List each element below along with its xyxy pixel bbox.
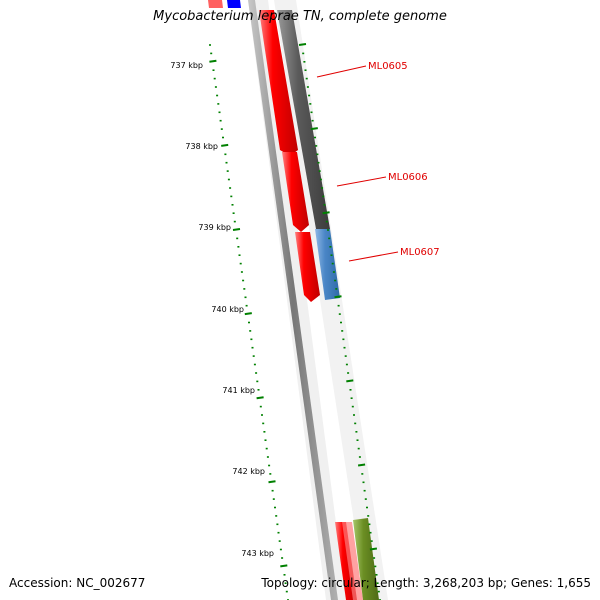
scale-tick-label: 740 kbp	[211, 305, 244, 314]
scale-tick-major	[209, 59, 217, 63]
gene-gray-ml0605-ml0606	[277, 10, 330, 229]
callout-ml0605	[316, 65, 367, 78]
right-scale-ticks	[298, 43, 381, 600]
scale-tick-major	[310, 127, 318, 131]
left-scale-ticks	[209, 44, 289, 600]
scale-tick-major	[280, 564, 288, 568]
scale-tick-major	[256, 396, 264, 400]
scale-tick-label: 741 kbp	[222, 386, 255, 395]
gene-blue-ml0607	[315, 229, 340, 300]
accession-text: Accession: NC_002677	[9, 576, 146, 590]
gene-label-ml0605: ML0605	[368, 61, 408, 72]
scale-tick-major	[322, 211, 330, 215]
map-title: Mycobacterium leprae TN, complete genome	[153, 9, 447, 24]
scale-tick-label: 743 kbp	[241, 549, 274, 558]
callout-ml0607	[348, 251, 399, 262]
gene-red-bottom-2	[342, 522, 363, 600]
scale-tick-label: 739 kbp	[198, 223, 231, 232]
scale-tick-major	[369, 547, 378, 551]
gene-label-ml0606: ML0606	[388, 172, 428, 183]
scale-tick-major	[244, 312, 252, 316]
scale-tick-major	[334, 295, 342, 299]
callout-ml0606	[336, 176, 387, 187]
gene-green-bottom	[353, 518, 379, 600]
scale-tick-major	[232, 228, 241, 231]
scale-tick-major	[221, 143, 229, 147]
gene-partial-top-blue	[227, 0, 241, 8]
gene-partial-top-red	[208, 0, 223, 8]
scale-tick-label: 742 kbp	[232, 467, 265, 476]
scale-tick-label: 737 kbp	[170, 61, 203, 70]
gene-red-1	[259, 10, 298, 156]
genome-summary-text: Topology: circular; Length: 3,268,203 bp…	[261, 576, 591, 590]
scale-tick-label: 738 kbp	[185, 142, 218, 151]
genome-backbone	[248, 0, 338, 600]
scale-tick-major	[357, 463, 366, 467]
scale-tick-major	[298, 43, 307, 46]
scale-tick-major	[268, 480, 276, 484]
gene-label-ml0607: ML0607	[400, 247, 440, 258]
gene-red-3	[295, 232, 320, 302]
scale-tick-major	[346, 379, 354, 383]
gene-red-2	[282, 152, 309, 232]
